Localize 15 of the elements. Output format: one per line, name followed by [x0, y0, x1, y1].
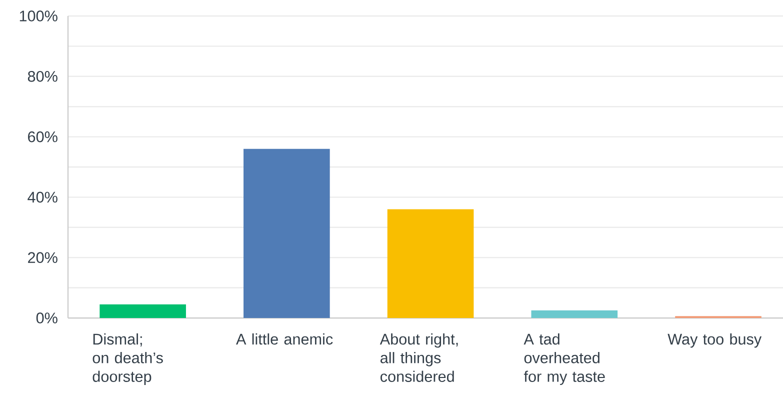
y-tick-label: 100%	[20, 10, 58, 22]
y-tick-label: 20%	[28, 252, 58, 264]
x-tick-label: Way too busy	[668, 333, 762, 348]
bar	[531, 310, 618, 318]
y-tick-label: 40%	[28, 192, 58, 203]
bar	[244, 148, 330, 318]
x-tick-label: A little anemic	[236, 333, 333, 345]
y-tick-label: 0%	[36, 312, 58, 324]
y-tick-label: 60%	[28, 131, 58, 142]
bar	[387, 209, 474, 318]
x-tick-label: A tad overheated for my taste	[524, 333, 605, 385]
bar	[100, 304, 186, 318]
x-tick-label: Dismal; on death’s doorstep	[92, 333, 163, 385]
x-tick-label: About right, all things considered	[380, 333, 458, 382]
y-tick-label: 80%	[28, 70, 58, 82]
